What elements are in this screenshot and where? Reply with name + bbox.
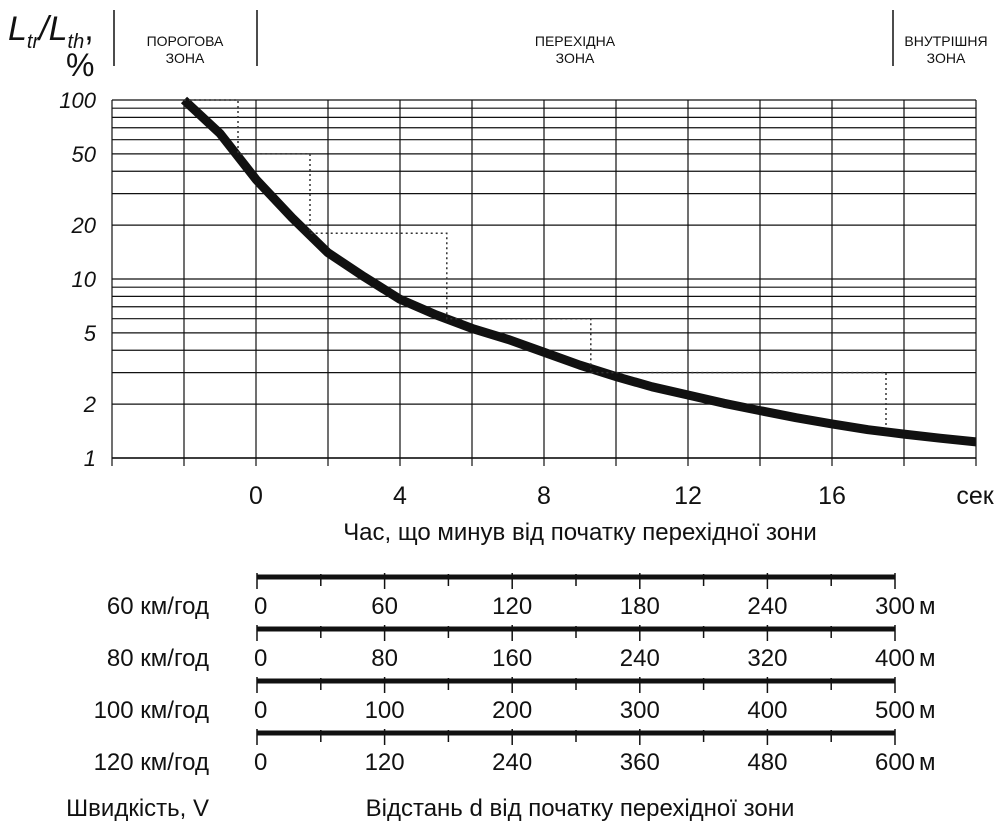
zone-transition-line2: ЗОНА: [556, 50, 595, 66]
distance-tick-label: 360: [620, 749, 660, 776]
zone-interior-line2: ЗОНА: [927, 50, 966, 66]
distance-tick-label: 480: [747, 749, 787, 776]
speed-label: 80 км/год: [107, 645, 209, 672]
y-tick-label: 20: [71, 213, 97, 238]
x-tick-label: 4: [393, 482, 407, 510]
speed-label: 120 км/год: [94, 749, 209, 776]
distance-tick-label: 320: [747, 645, 787, 672]
x-tick-label: 12: [674, 482, 702, 510]
distance-axis-label: Відстань d від початку перехідної зони: [366, 795, 795, 822]
distance-tick-label: 0: [254, 697, 267, 724]
zone-transition-line1: ПЕРЕХІДНА: [535, 33, 616, 49]
distance-unit-label: м: [919, 593, 936, 620]
distance-tick-label: 180: [620, 593, 660, 620]
x-unit-label: сек: [956, 482, 994, 510]
distance-tick-label: 0: [254, 749, 267, 776]
distance-tick-label: 300: [875, 593, 915, 620]
distance-unit-label: м: [919, 749, 936, 776]
y-tick-label: 2: [83, 392, 96, 417]
zone-threshold-line1: ПОРОГОВА: [147, 33, 224, 49]
distance-scales: 60 км/год 0 60 120 180 240 300 м80 км/год 0 80 160…: [94, 573, 936, 776]
y-tick-label: 50: [72, 142, 97, 167]
distance-tick-label: 200: [492, 697, 532, 724]
distance-tick-label: 100: [365, 697, 405, 724]
speed-label: 60 км/год: [107, 593, 209, 620]
y-tick-labels: 100 50 20 10 5 2 1: [59, 88, 96, 471]
y-tick-label: 10: [72, 267, 97, 292]
series-line-luminance-curve: [180, 96, 977, 447]
zone-header: ПОРОГОВА ЗОНА ПЕРЕХІДНА ЗОНА ВНУТРІШНЯ З…: [113, 10, 988, 66]
distance-tick-label: 0: [254, 645, 267, 672]
y-tick-label: 100: [59, 88, 96, 113]
y-label-slash: /: [37, 10, 52, 48]
speed-axis-label: Швидкість, V: [66, 795, 209, 822]
y-label-comma: ,: [84, 10, 93, 48]
distance-tick-label: 500: [875, 697, 915, 724]
x-axis-title: Час, що минув від початку перехідної зон…: [343, 519, 817, 546]
distance-tick-label: 600: [875, 749, 915, 776]
distance-tick-label: 240: [492, 749, 532, 776]
distance-unit-label: м: [919, 645, 936, 672]
chart-series: [180, 96, 977, 447]
speed-label: 100 км/год: [94, 697, 209, 724]
distance-tick-label: 240: [747, 593, 787, 620]
distance-tick-label: 160: [492, 645, 532, 672]
y-label-L2: L: [49, 10, 68, 48]
x-tick-label: 8: [537, 482, 551, 510]
y-tick-label: 1: [84, 446, 96, 471]
x-tick-label: 16: [818, 482, 846, 510]
x-tick-label: 0: [249, 482, 263, 510]
y-label-L1: L: [8, 10, 27, 48]
distance-tick-label: 0: [254, 593, 267, 620]
distance-tick-label: 240: [620, 645, 660, 672]
distance-tick-label: 400: [875, 645, 915, 672]
series-line-step-approximation: [184, 99, 887, 427]
distance-tick-label: 400: [747, 697, 787, 724]
svg-text:Ltr/Lth,: Ltr/Lth,: [8, 10, 94, 53]
y-label-unit: %: [66, 47, 94, 83]
distance-tick-label: 120: [492, 593, 532, 620]
zone-interior-line1: ВНУТРІШНЯ: [904, 33, 987, 49]
y-axis-label: Ltr/Lth, %: [8, 10, 94, 83]
distance-unit-label: м: [919, 697, 936, 724]
zone-threshold-line2: ЗОНА: [166, 50, 205, 66]
x-tick-labels: 0 4 8 12 16: [249, 482, 846, 510]
distance-tick-label: 60: [371, 593, 398, 620]
y-tick-label: 5: [84, 321, 97, 346]
distance-tick-label: 80: [371, 645, 398, 672]
distance-tick-label: 300: [620, 697, 660, 724]
y-label-sub1: tr: [27, 31, 41, 53]
distance-tick-label: 120: [365, 749, 405, 776]
y-label-sub2: th: [68, 31, 85, 53]
